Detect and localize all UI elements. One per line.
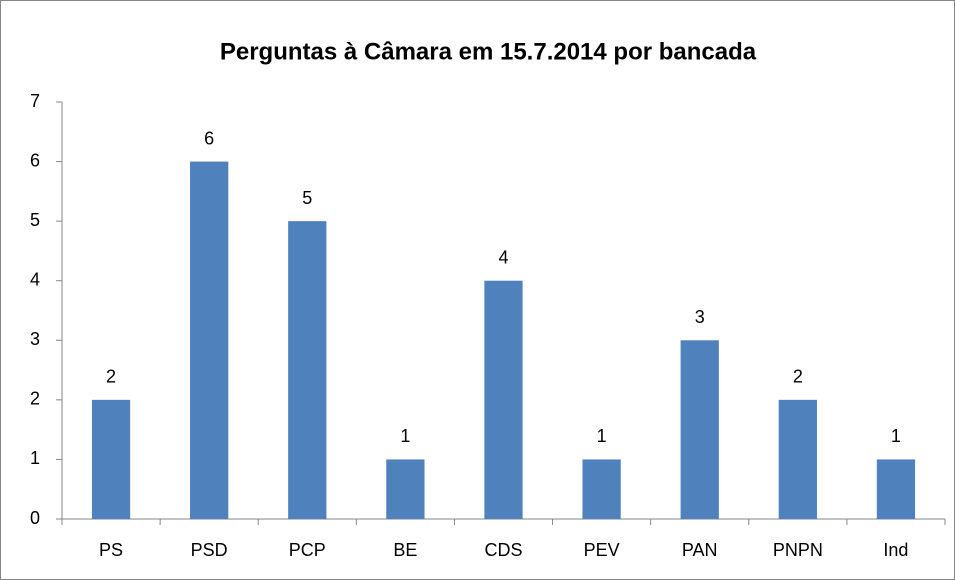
y-tick-label: 1 xyxy=(30,448,40,468)
bar xyxy=(484,280,523,519)
x-tick-label: PS xyxy=(99,540,123,560)
bar xyxy=(582,459,621,519)
bar xyxy=(386,459,425,519)
data-label: 5 xyxy=(302,188,312,208)
x-tick-label: PCP xyxy=(289,540,326,560)
x-tick-label: CDS xyxy=(484,540,522,560)
bar xyxy=(680,340,719,519)
x-tick-label: PEV xyxy=(584,540,620,560)
data-label: 6 xyxy=(204,128,214,148)
y-tick-label: 6 xyxy=(30,150,40,170)
data-label: 4 xyxy=(498,247,508,267)
x-tick-label: BE xyxy=(393,540,417,560)
bar xyxy=(288,221,327,519)
x-tick-label: PNPN xyxy=(773,540,823,560)
y-tick-label: 4 xyxy=(30,269,40,289)
data-label: 3 xyxy=(695,307,705,327)
x-tick-label: PSD xyxy=(191,540,228,560)
data-label: 2 xyxy=(793,367,803,387)
y-tick-label: 2 xyxy=(30,389,40,409)
y-tick-label: 7 xyxy=(30,91,40,111)
bar xyxy=(778,399,817,519)
data-label: 1 xyxy=(891,426,901,446)
data-label: 1 xyxy=(597,426,607,446)
x-tick-label: PAN xyxy=(682,540,718,560)
y-tick-label: 5 xyxy=(30,210,40,230)
bar xyxy=(91,399,131,519)
y-tick-label: 3 xyxy=(30,329,40,349)
x-tick-label: Ind xyxy=(883,540,908,560)
bar xyxy=(876,459,916,519)
y-tick-label: 0 xyxy=(30,508,40,528)
data-label: 1 xyxy=(400,426,410,446)
chart-title: Perguntas à Câmara em 15.7.2014 por banc… xyxy=(220,38,757,65)
data-label: 2 xyxy=(106,367,116,387)
bar xyxy=(190,161,229,520)
